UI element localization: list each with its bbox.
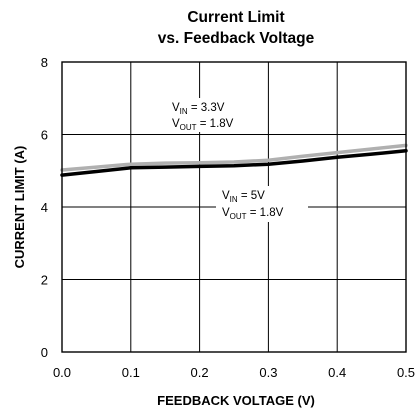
x-axis-label: FEEDBACK VOLTAGE (V) [157, 393, 315, 408]
y-tick-labels: 0 2 4 6 8 [41, 55, 48, 360]
annotation-1-background [166, 98, 252, 132]
x-tick-label-4: 0.4 [328, 365, 346, 380]
y-axis-label: CURRENT LIMIT (A) [12, 146, 27, 269]
x-tick-label-0: 0.0 [53, 365, 71, 380]
x-tick-label-1: 0.1 [122, 365, 140, 380]
chart-title: Current Limit [187, 9, 284, 26]
annotation-2-background [216, 186, 308, 222]
x-tick-label-5: 0.5 [397, 365, 415, 380]
annotation-2-line1: VIN = 5V [222, 190, 265, 204]
series-group [60, 143, 408, 177]
annotation-1-line1: VIN = 3.3V [172, 102, 225, 116]
series-line-1 [60, 149, 408, 177]
y-tick-label-4: 8 [41, 55, 48, 70]
chart-subtitle: vs. Feedback Voltage [158, 30, 315, 47]
annotation-2-line2: VOUT = 1.8V [222, 207, 284, 221]
y-tick-label-3: 6 [41, 128, 48, 143]
x-tick-label-2: 0.2 [191, 365, 209, 380]
x-tick-label-3: 0.3 [259, 365, 277, 380]
y-tick-label-0: 0 [41, 345, 48, 360]
series-line-0 [60, 143, 408, 172]
y-tick-label-2: 4 [41, 200, 48, 215]
x-tick-labels: 0.0 0.1 0.2 0.3 0.4 0.5 [53, 365, 415, 380]
annotation-1-line2: VOUT = 1.8V [172, 118, 234, 132]
plot-frame [61, 61, 407, 353]
y-tick-label-1: 2 [41, 273, 48, 288]
